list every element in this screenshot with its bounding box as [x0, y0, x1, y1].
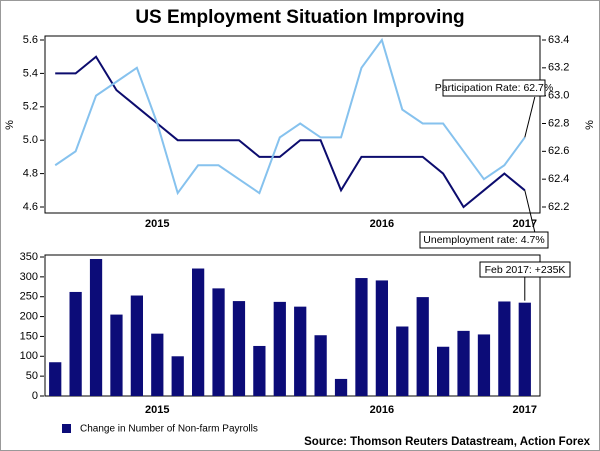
y-tick-label: 300 — [20, 271, 38, 283]
bar — [49, 362, 62, 396]
bar — [477, 334, 491, 396]
line-series — [55, 55, 526, 209]
bar — [212, 288, 225, 396]
legend-swatch — [62, 424, 71, 433]
y2-tick-label: 62.8 — [548, 117, 569, 129]
bar — [416, 297, 429, 396]
line-series — [54, 37, 526, 196]
bar — [294, 306, 307, 396]
leader-line — [524, 190, 536, 233]
y-tick-label: 50 — [26, 370, 38, 382]
y-tick-label: 5.4 — [23, 67, 38, 79]
bar — [232, 301, 246, 396]
x-tick-label: 2015 — [145, 218, 169, 230]
bar — [192, 268, 205, 396]
bar — [151, 333, 164, 396]
legend-label: Change in Number of Non-farm Payrolls — [80, 424, 258, 435]
bar — [110, 314, 123, 396]
y-tick-label: 5.6 — [23, 34, 38, 46]
bar — [375, 280, 388, 396]
y-tick-label: 4.8 — [23, 168, 38, 180]
bar — [89, 258, 103, 396]
x-tick-label: 2017 — [513, 218, 537, 230]
y2-tick-label: 63.0 — [548, 90, 569, 102]
y-tick-label: 5.0 — [23, 134, 38, 146]
y-tick-label: 0 — [32, 390, 38, 402]
leader-line — [524, 96, 536, 138]
annotation: Participation Rate: 62.7% — [435, 82, 553, 94]
y-tick-label: 4.6 — [23, 201, 38, 213]
bar — [498, 301, 511, 396]
annotation-box — [419, 231, 549, 249]
bar — [130, 295, 143, 396]
y2-tick-label: 62.6 — [548, 145, 569, 157]
y-tick-label: 350 — [20, 251, 38, 263]
bar — [253, 345, 266, 396]
x-tick-label: 2016 — [370, 404, 394, 416]
y-tick-label: 5.2 — [23, 101, 38, 113]
bar — [314, 335, 327, 396]
y-tick-label: 150 — [20, 330, 38, 342]
bar — [171, 356, 184, 396]
y2-tick-label: 62.4 — [548, 173, 569, 185]
y-tick-label: 250 — [20, 291, 38, 303]
bar — [518, 302, 531, 396]
y2-tick-label: 62.2 — [548, 201, 569, 213]
x-tick-label: 2016 — [370, 218, 394, 230]
y-axis-label: % — [4, 120, 16, 130]
y2-tick-label: 63.2 — [548, 62, 569, 74]
annotation: Unemployment rate: 4.7% — [423, 234, 544, 246]
bar — [396, 326, 409, 396]
x-tick-label: 2015 — [145, 404, 169, 416]
y-tick-label: 200 — [20, 310, 38, 322]
y2-axis-label: % — [584, 120, 596, 130]
chart-title: US Employment Situation Improving — [135, 7, 464, 28]
source: Source: Thomson Reuters Datastream, Acti… — [304, 436, 590, 448]
annotation: Feb 2017: +235K — [485, 264, 566, 276]
x-tick-label: 2017 — [513, 404, 537, 416]
y2-tick-label: 63.4 — [548, 34, 569, 46]
y-tick-label: 100 — [20, 350, 38, 362]
annotation-box — [479, 261, 571, 278]
bottom-plot-frame — [44, 254, 541, 397]
bar — [437, 346, 450, 396]
annotation-box — [442, 79, 546, 97]
bar — [273, 301, 286, 396]
bar — [334, 378, 348, 396]
bar — [457, 330, 470, 396]
top-plot-frame — [44, 35, 541, 214]
bar — [69, 291, 82, 396]
bar — [355, 278, 368, 396]
